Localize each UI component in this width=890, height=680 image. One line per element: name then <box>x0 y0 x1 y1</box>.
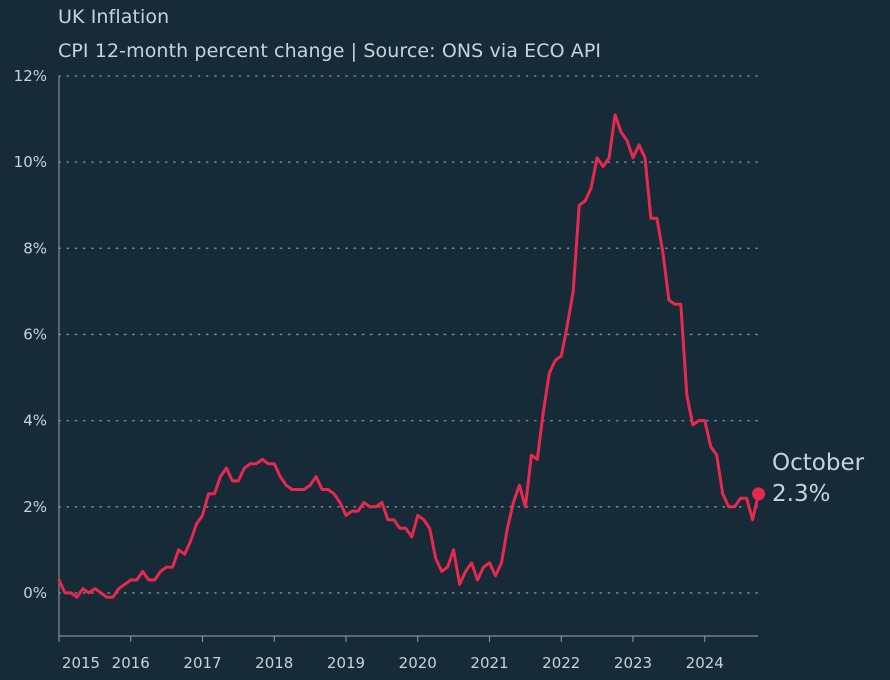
x-tick-label: 2020 <box>399 654 437 672</box>
x-tick-label: 2018 <box>255 654 293 672</box>
y-tick-label: 10% <box>14 153 47 171</box>
x-tick-label: 2019 <box>327 654 365 672</box>
x-tick-label: 2016 <box>112 654 150 672</box>
y-tick-label: 12% <box>14 67 47 85</box>
y-tick-label: 2% <box>23 498 47 516</box>
y-tick-label: 8% <box>23 239 47 257</box>
latest-value-label: 2.3% <box>772 481 830 507</box>
latest-month-label: October <box>772 450 865 476</box>
x-tick-label: 2015 <box>62 654 100 672</box>
x-tick-label: 2024 <box>686 654 724 672</box>
latest-value-marker <box>752 487 766 501</box>
chart-subtitle: CPI 12-month percent change | Source: ON… <box>58 40 602 62</box>
inflation-series-line <box>57 113 761 599</box>
y-tick-label: 0% <box>23 584 47 602</box>
x-tick-label: 2022 <box>542 654 580 672</box>
y-tick-label: 6% <box>23 325 47 343</box>
x-tick-label: 2021 <box>470 654 508 672</box>
y-tick-label: 4% <box>23 412 47 430</box>
x-tick-label: 2017 <box>183 654 221 672</box>
x-tick-label: 2023 <box>614 654 652 672</box>
chart-title: UK Inflation <box>58 6 170 28</box>
